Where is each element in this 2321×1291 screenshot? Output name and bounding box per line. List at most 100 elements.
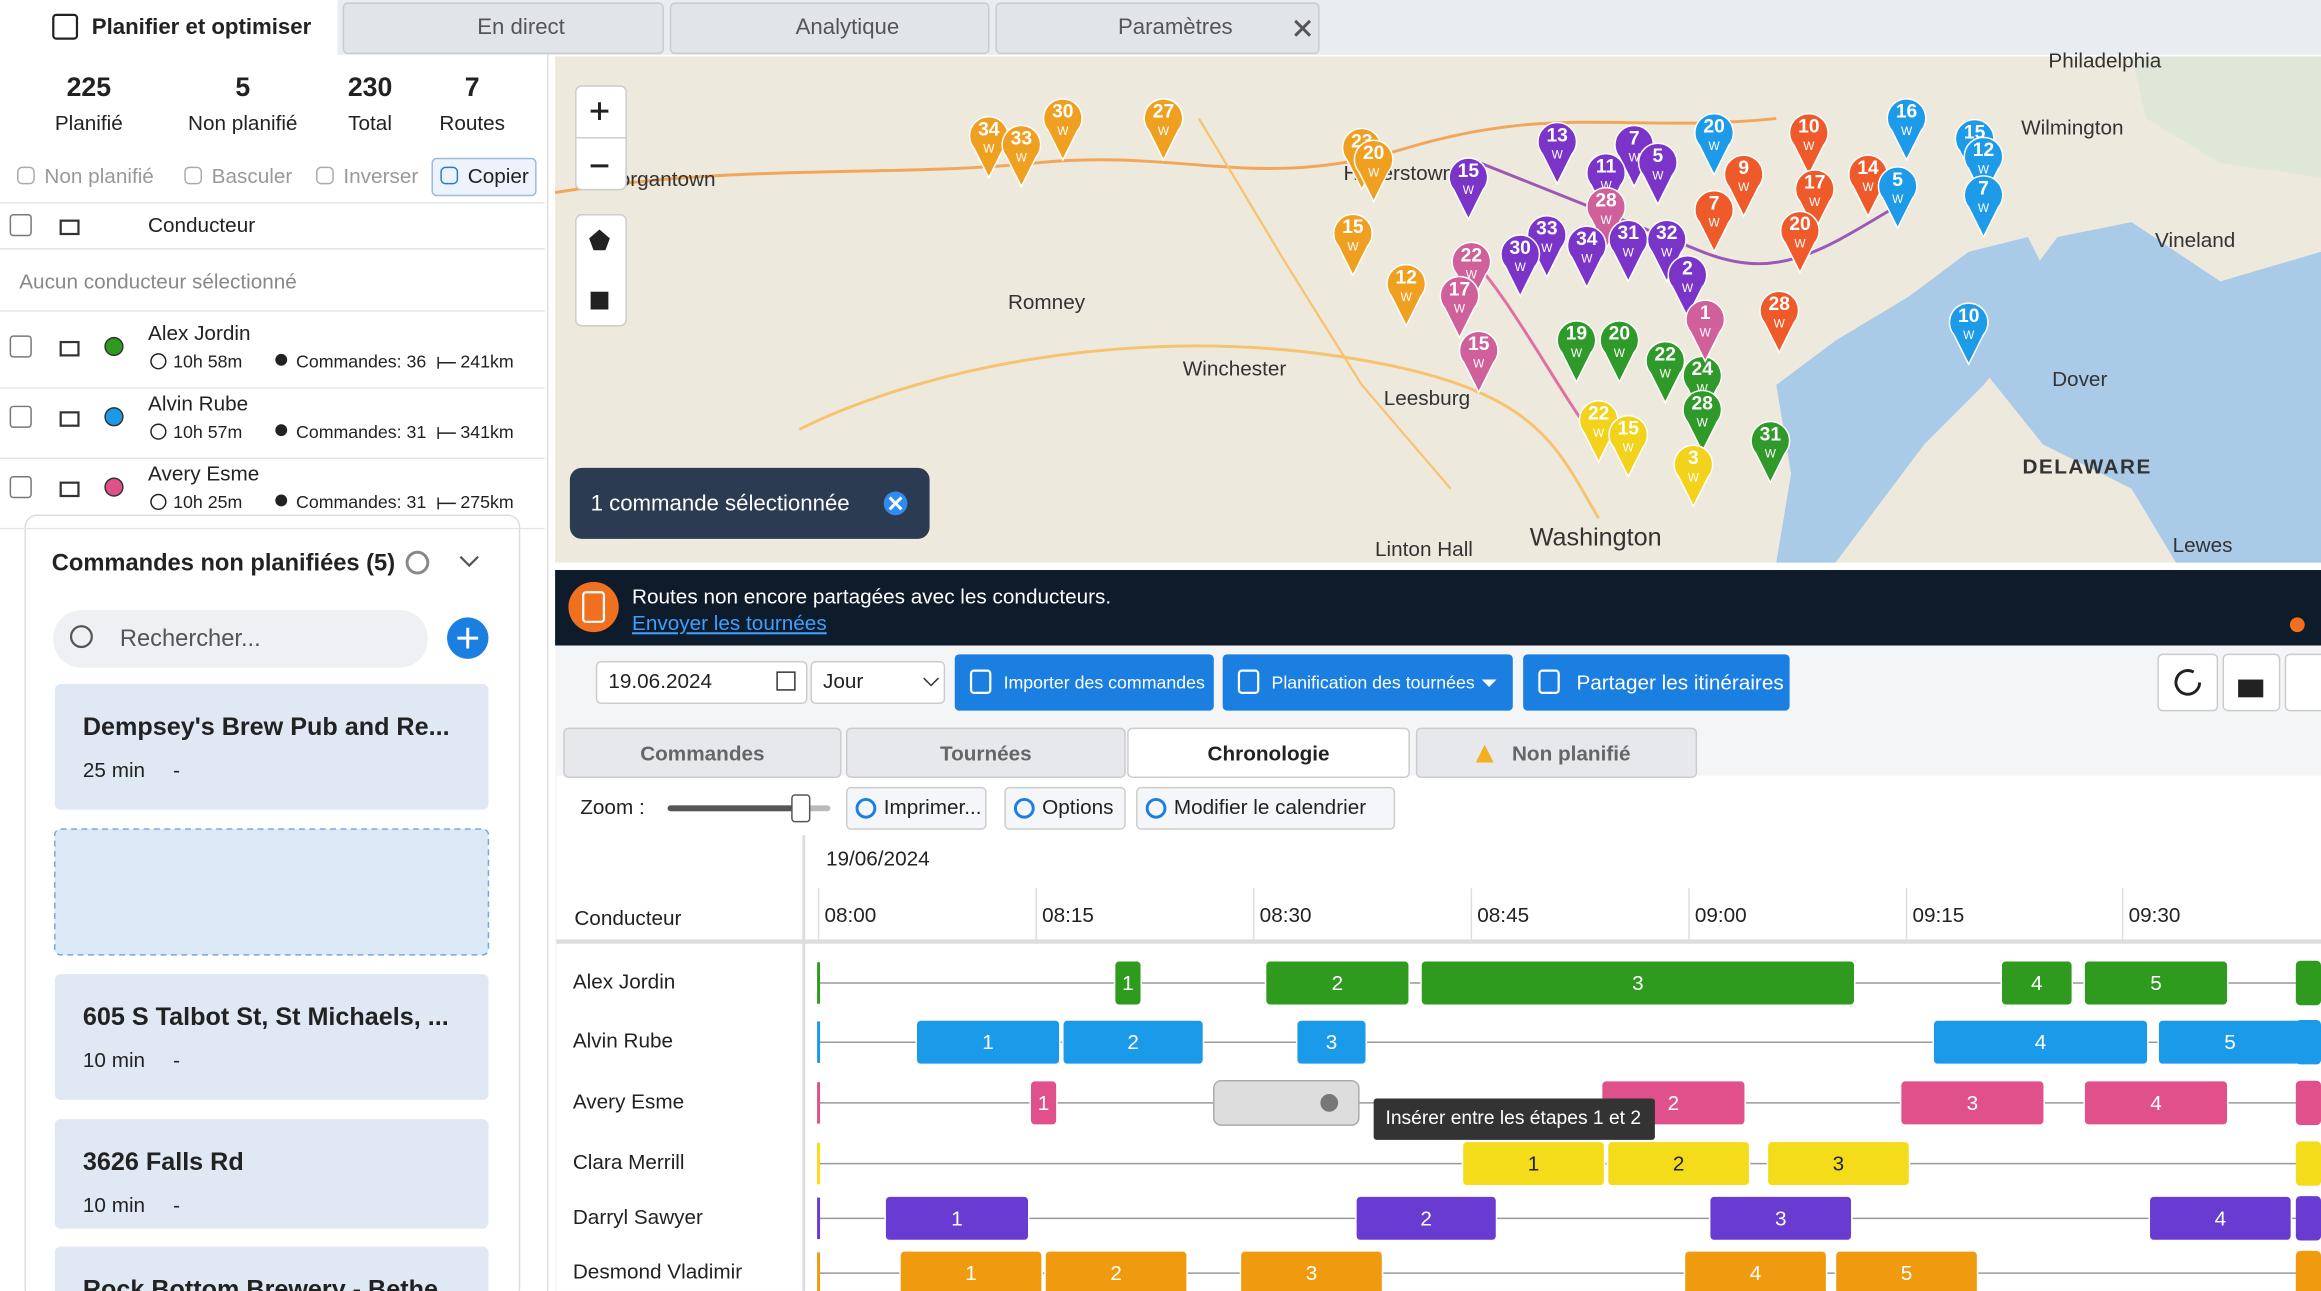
stop-block[interactable] (899, 1250, 1043, 1291)
stop-block[interactable] (2148, 1195, 2293, 1242)
active-tab[interactable] (0, 0, 338, 55)
action-button[interactable] (1222, 654, 1513, 711)
tab[interactable] (995, 2, 1320, 55)
map-pin[interactable] (1788, 112, 1829, 177)
checkbox[interactable] (9, 214, 32, 237)
map-pin[interactable] (1685, 299, 1726, 363)
map-pin[interactable] (1599, 320, 1640, 384)
map-pin[interactable] (1537, 121, 1578, 186)
map-pin[interactable] (1448, 157, 1489, 221)
stop-block[interactable] (1295, 1019, 1367, 1066)
timeline-button[interactable] (1004, 786, 1126, 830)
checkbox[interactable] (9, 476, 32, 499)
stop-block[interactable] (1029, 1079, 1058, 1126)
map-pin[interactable] (1723, 154, 1764, 218)
order-card[interactable] (54, 974, 489, 1100)
map-pin[interactable] (1682, 389, 1723, 454)
map-pin[interactable] (1794, 169, 1835, 233)
map-pin[interactable] (1586, 186, 1626, 251)
subtab[interactable] (1415, 727, 1698, 778)
view-select[interactable] (810, 661, 946, 704)
stop-block[interactable] (915, 1019, 1061, 1066)
stop-block[interactable] (2083, 1079, 2229, 1126)
map-pin[interactable] (1556, 320, 1597, 384)
map-pin[interactable] (1439, 275, 1480, 340)
collapse-icon[interactable] (459, 555, 479, 568)
stop-block[interactable] (1606, 1140, 1751, 1187)
map-pin[interactable] (1332, 213, 1373, 278)
stop-block[interactable] (1239, 1250, 1384, 1291)
map-pin[interactable] (1566, 225, 1607, 289)
map-pin[interactable] (1001, 124, 1042, 189)
map-pin[interactable] (1963, 175, 2004, 239)
map-pin[interactable] (1645, 340, 1686, 405)
refresh-button[interactable] (2157, 653, 2219, 712)
stop-block[interactable] (1708, 1195, 1853, 1242)
map-pin[interactable] (1963, 136, 2004, 201)
map-pin[interactable] (1750, 420, 1791, 485)
map-pin[interactable] (1353, 139, 1394, 204)
date-input[interactable] (595, 661, 808, 704)
stop-block[interactable] (2000, 960, 2074, 1006)
stop-block[interactable] (1766, 1140, 1911, 1187)
tab[interactable] (342, 2, 664, 55)
draw-control[interactable] (575, 214, 627, 327)
copy-button[interactable] (431, 157, 537, 197)
map-pin[interactable] (1586, 152, 1626, 217)
tool-button[interactable]: Non planifié (44, 165, 153, 188)
panel-button[interactable] (2284, 653, 2321, 712)
stop-block[interactable] (1834, 1250, 1979, 1291)
stop-block[interactable] (1461, 1140, 1606, 1187)
map-pin[interactable] (1673, 444, 1714, 509)
timeline-button[interactable] (1136, 786, 1396, 830)
map-pin[interactable] (1694, 112, 1735, 177)
search-box[interactable] (53, 609, 428, 668)
stop-block[interactable] (1683, 1250, 1828, 1291)
map-pin[interactable] (1608, 414, 1649, 479)
stop-block[interactable] (1113, 960, 1142, 1006)
map-pin[interactable] (1042, 98, 1083, 162)
map-pin[interactable] (1500, 234, 1541, 298)
map-pin[interactable] (1780, 210, 1820, 275)
map-pin[interactable] (1143, 98, 1184, 162)
map-pin[interactable] (1451, 241, 1492, 306)
order-card[interactable] (54, 1246, 489, 1291)
map-pin[interactable] (1877, 166, 1918, 230)
map-pin[interactable] (1759, 290, 1800, 355)
close-icon[interactable] (1294, 19, 1312, 37)
stop-block[interactable] (1264, 960, 1410, 1006)
map-pin[interactable] (1694, 189, 1735, 254)
timeline-button[interactable] (845, 786, 987, 830)
stop-block[interactable] (1932, 1019, 2149, 1066)
map-pin[interactable] (1637, 142, 1678, 207)
map-pin[interactable] (1458, 330, 1499, 395)
tool-button[interactable]: Basculer (212, 165, 293, 188)
checkbox[interactable] (9, 335, 32, 358)
action-button[interactable] (1523, 654, 1790, 711)
banner-link[interactable]: Envoyer les tournées (632, 612, 827, 635)
stop-block[interactable] (1044, 1250, 1188, 1291)
settings-icon[interactable] (405, 550, 430, 575)
map-pin[interactable] (1386, 263, 1427, 328)
stop-block[interactable] (1355, 1195, 1498, 1242)
stop-block[interactable] (1062, 1019, 1205, 1066)
stop-block[interactable] (884, 1195, 1030, 1242)
order-card[interactable] (54, 683, 489, 810)
action-button[interactable] (954, 654, 1214, 711)
tool-button[interactable]: Copier (468, 165, 529, 188)
stop-block[interactable] (1420, 960, 1856, 1006)
map-pin[interactable] (1667, 255, 1708, 319)
stop-block[interactable] (1899, 1079, 2045, 1126)
zoom-thumb[interactable] (791, 794, 811, 823)
tool-button[interactable]: Inverser (343, 165, 418, 188)
subtab[interactable] (1127, 727, 1410, 778)
subtab[interactable] (563, 727, 842, 778)
subtab[interactable] (845, 727, 1126, 778)
order-card[interactable] (54, 1119, 489, 1229)
tab[interactable] (669, 2, 990, 55)
checkbox[interactable] (9, 405, 32, 428)
map-pin[interactable] (1646, 219, 1687, 284)
stop-block[interactable] (2083, 960, 2229, 1006)
map-pin[interactable] (1886, 98, 1927, 162)
map-pin[interactable] (1948, 302, 1989, 366)
